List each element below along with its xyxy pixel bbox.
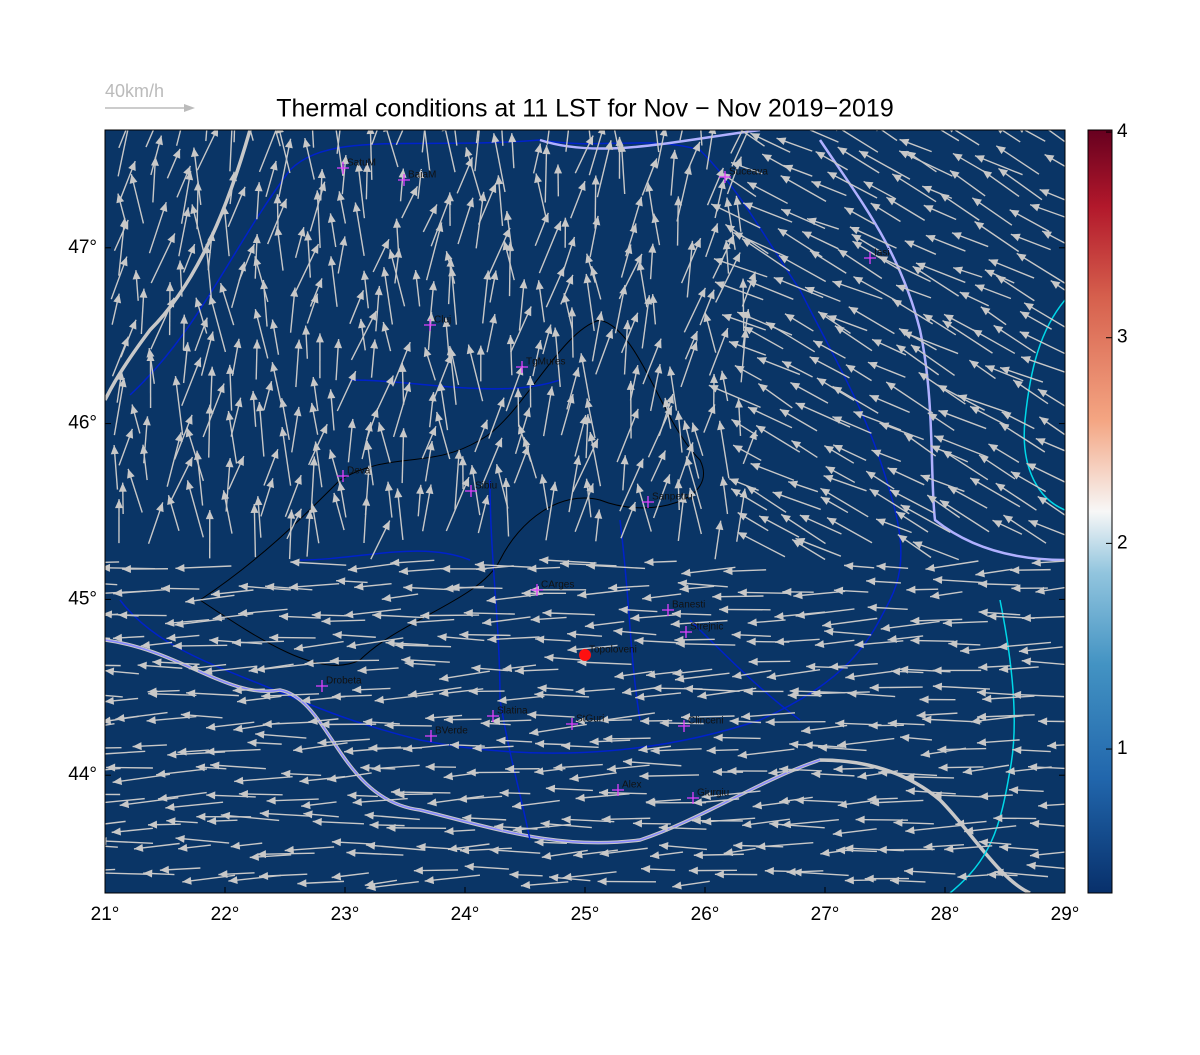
x-tick-label: 22° (211, 904, 240, 925)
x-tick-label: 23° (331, 904, 360, 925)
city-label: Slatina (497, 706, 528, 717)
y-tick-label: 45° (68, 588, 97, 609)
wind-arrow-head (792, 122, 802, 129)
wind-arrow-head (89, 750, 98, 758)
city-label: Clinceni (688, 716, 724, 727)
x-tick-label: 29° (1051, 904, 1080, 925)
city-label: Strejnic (690, 622, 723, 633)
city-label: Giurgiu (697, 788, 729, 799)
x-tick-label: 28° (931, 904, 960, 925)
colorbar-tick-label: 1 (1117, 738, 1128, 759)
city-label: BaiaM (408, 170, 436, 181)
wind-arrow-head (92, 799, 101, 807)
wind-arrow-head (67, 744, 76, 752)
wind-arrow (54, 635, 110, 638)
city-label: Sibiu (475, 481, 497, 492)
y-tick-label: 44° (68, 764, 97, 785)
wind-arrow (86, 665, 121, 666)
city-label: Drobeta (326, 676, 362, 687)
y-tick-label: 46° (68, 413, 97, 434)
x-tick-label: 27° (811, 904, 840, 925)
colorbar-tick-label: 2 (1117, 532, 1128, 553)
city-label: Deva (347, 466, 371, 477)
city-label: Suceava (729, 167, 768, 178)
wind-arrow-head (63, 790, 72, 798)
city-label: Alex (622, 780, 641, 791)
x-tick-label: 21° (91, 904, 120, 925)
city-label: Topoloveni (589, 645, 637, 656)
colorbar-tick-label: 4 (1117, 121, 1128, 142)
wind-arrow-head (87, 579, 96, 587)
city-label: TgMures (526, 357, 565, 368)
city-label: StGuri (576, 714, 604, 725)
city-label: Cluj (434, 315, 451, 326)
wind-arrow-head (65, 840, 74, 848)
wind-arrow-head (54, 632, 63, 640)
wind-arrow-head (1028, 115, 1038, 124)
wind-arrow-head (80, 613, 89, 621)
city-label: Banesti (672, 600, 705, 611)
wind-arrow-head (231, 98, 239, 107)
x-tick-label: 24° (451, 904, 480, 925)
wind-arrow-head (124, 120, 132, 130)
wind-arrow-head (86, 821, 95, 829)
wind-arrow-head (75, 867, 84, 875)
wind-arrow-head (92, 691, 101, 699)
city-label: BVerde (435, 726, 468, 737)
wind-arrow-head (921, 118, 931, 126)
wind-arrow-head (86, 661, 95, 669)
y-tick-label: 47° (68, 237, 97, 258)
city-label: Iasi (874, 248, 890, 259)
city-label: CArges (541, 580, 574, 591)
wind-legend-head (184, 104, 195, 112)
city-label: Sanpetru (652, 492, 693, 503)
title: Thermal conditions at 11 LST for Nov − N… (276, 95, 894, 123)
wind-arrow-head (70, 559, 79, 567)
city-label: SatuM (347, 158, 376, 169)
colorbar (1088, 130, 1112, 893)
map-area (105, 130, 1065, 893)
x-tick-label: 25° (571, 904, 600, 925)
colorbar-tick-label: 3 (1117, 327, 1128, 348)
wind-arrow-head (126, 113, 133, 123)
wind-arrow-head (204, 104, 212, 113)
wind-legend-label: 40km/h (105, 81, 164, 101)
wind-arrow-head (184, 94, 192, 104)
wind-arrow-head (236, 84, 244, 94)
wind-arrow-head (70, 725, 80, 733)
x-tick-label: 26° (691, 904, 720, 925)
wind-arrow-head (228, 114, 236, 123)
wind-arrow (67, 748, 121, 749)
wind-arrow-head (93, 869, 102, 877)
